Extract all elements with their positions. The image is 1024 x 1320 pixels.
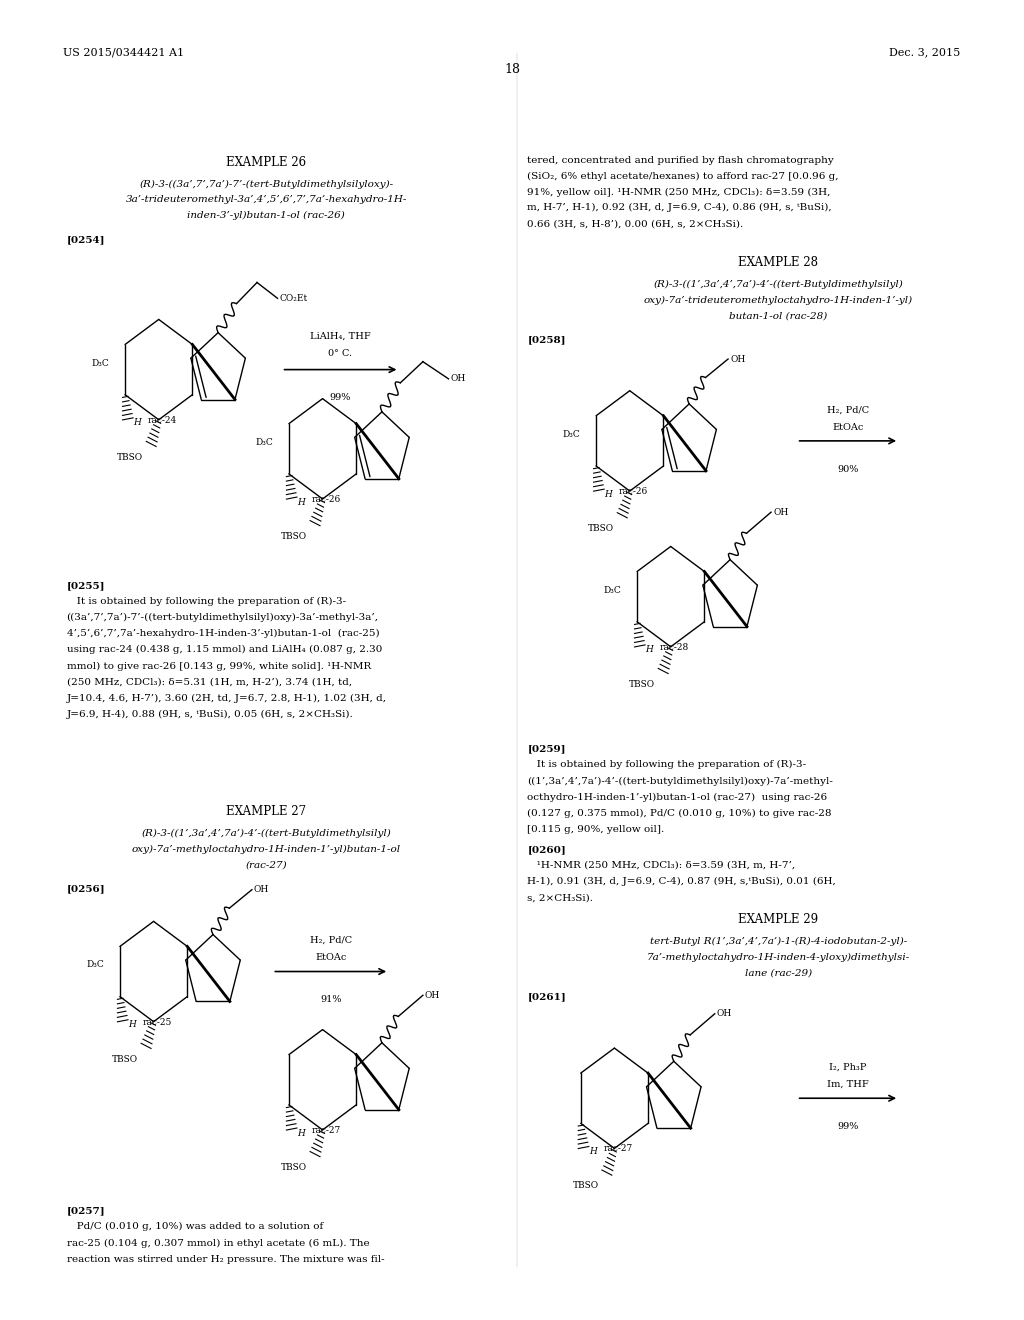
- Text: D₃C: D₃C: [604, 586, 622, 594]
- Text: (R)-3-((1’,3a’,4’,7a’)-4’-((tert-Butyldimethylsilyl): (R)-3-((1’,3a’,4’,7a’)-4’-((tert-Butyldi…: [653, 280, 903, 289]
- Text: H-1), 0.91 (3H, d, J=6.9, C-4), 0.87 (9H, s,ᵗBuSi), 0.01 (6H,: H-1), 0.91 (3H, d, J=6.9, C-4), 0.87 (9H…: [527, 876, 837, 886]
- Text: 3a’-trideuteromethyl-3a’,4’,5’,6’,7’,7a’-hexahydro-1H-: 3a’-trideuteromethyl-3a’,4’,5’,6’,7’,7a’…: [126, 195, 407, 205]
- Text: EXAMPLE 28: EXAMPLE 28: [738, 256, 818, 269]
- Text: m, H-7’, H-1), 0.92 (3H, d, J=6.9, C-4), 0.86 (9H, s, ᵗBuSi),: m, H-7’, H-1), 0.92 (3H, d, J=6.9, C-4),…: [527, 203, 831, 213]
- Text: rac-27: rac-27: [311, 1126, 341, 1135]
- Text: EtOAc: EtOAc: [833, 422, 863, 432]
- Text: It is obtained by following the preparation of (R)-3-: It is obtained by following the preparat…: [527, 760, 807, 770]
- Text: It is obtained by following the preparation of (R)-3-: It is obtained by following the preparat…: [67, 597, 346, 606]
- Text: [0258]: [0258]: [527, 335, 566, 345]
- Text: OH: OH: [451, 375, 466, 383]
- Text: D₃C: D₃C: [563, 430, 581, 438]
- Text: rac-28: rac-28: [659, 643, 689, 652]
- Text: D₃C: D₃C: [87, 961, 104, 969]
- Text: inden-3’-yl)butan-1-ol (rac-26): inden-3’-yl)butan-1-ol (rac-26): [187, 211, 345, 220]
- Text: TBSO: TBSO: [588, 524, 614, 533]
- Text: using rac-24 (0.438 g, 1.15 mmol) and LiAlH₄ (0.087 g, 2.30: using rac-24 (0.438 g, 1.15 mmol) and Li…: [67, 645, 382, 655]
- Text: H: H: [604, 490, 612, 499]
- Text: EXAMPLE 26: EXAMPLE 26: [226, 156, 306, 169]
- Text: (0.127 g, 0.375 mmol), Pd/C (0.010 g, 10%) to give rac-28: (0.127 g, 0.375 mmol), Pd/C (0.010 g, 10…: [527, 809, 831, 818]
- Text: (R)-3-((3a’,7’,7a’)-7’-(tert-Butyldimethylsilyloxy)-: (R)-3-((3a’,7’,7a’)-7’-(tert-Butyldimeth…: [139, 180, 393, 189]
- Text: tert-Butyl R(1’,3a’,4’,7a’)-1-(R)-4-iodobutan-2-yl)-: tert-Butyl R(1’,3a’,4’,7a’)-1-(R)-4-iodo…: [649, 937, 907, 946]
- Text: [0255]: [0255]: [67, 581, 105, 590]
- Text: rac-26: rac-26: [311, 495, 341, 504]
- Text: [0256]: [0256]: [67, 884, 105, 894]
- Text: Im, THF: Im, THF: [827, 1080, 868, 1089]
- Text: 91%: 91%: [321, 995, 341, 1005]
- Text: TBSO: TBSO: [572, 1181, 599, 1191]
- Text: LiAlH₄, THF: LiAlH₄, THF: [310, 331, 371, 341]
- Text: H: H: [645, 645, 653, 655]
- Text: H₂, Pd/C: H₂, Pd/C: [826, 405, 869, 414]
- Text: 7a’-methyloctahydro-1H-inden-4-yloxy)dimethylsi-: 7a’-methyloctahydro-1H-inden-4-yloxy)dim…: [646, 953, 910, 962]
- Text: (250 MHz, CDCl₃): δ=5.31 (1H, m, H-2’), 3.74 (1H, td,: (250 MHz, CDCl₃): δ=5.31 (1H, m, H-2’), …: [67, 678, 351, 686]
- Text: Dec. 3, 2015: Dec. 3, 2015: [889, 48, 961, 58]
- Text: rac-27: rac-27: [603, 1144, 633, 1154]
- Text: OH: OH: [730, 355, 745, 363]
- Text: H: H: [133, 418, 141, 428]
- Text: reaction was stirred under H₂ pressure. The mixture was fil-: reaction was stirred under H₂ pressure. …: [67, 1255, 384, 1263]
- Text: TBSO: TBSO: [117, 453, 143, 462]
- Text: (rac-27): (rac-27): [246, 861, 287, 870]
- Text: mmol) to give rac-26 [0.143 g, 99%, white solid]. ¹H-NMR: mmol) to give rac-26 [0.143 g, 99%, whit…: [67, 661, 371, 671]
- Text: EtOAc: EtOAc: [315, 953, 346, 962]
- Text: D₃C: D₃C: [92, 359, 110, 367]
- Text: H₂, Pd/C: H₂, Pd/C: [309, 936, 352, 945]
- Text: (SiO₂, 6% ethyl acetate/hexanes) to afford rac-27 [0.0.96 g,: (SiO₂, 6% ethyl acetate/hexanes) to affo…: [527, 172, 839, 181]
- Text: 0.66 (3H, s, H-8’), 0.00 (6H, s, 2×CH₃Si).: 0.66 (3H, s, H-8’), 0.00 (6H, s, 2×CH₃Si…: [527, 219, 743, 228]
- Text: butan-1-ol (rac-28): butan-1-ol (rac-28): [729, 312, 827, 321]
- Text: H: H: [297, 1129, 305, 1138]
- Text: 91%, yellow oil]. ¹H-NMR (250 MHz, CDCl₃): δ=3.59 (3H,: 91%, yellow oil]. ¹H-NMR (250 MHz, CDCl₃…: [527, 187, 830, 197]
- Text: [0.115 g, 90%, yellow oil].: [0.115 g, 90%, yellow oil].: [527, 825, 665, 834]
- Text: 0° C.: 0° C.: [329, 348, 352, 358]
- Text: EXAMPLE 27: EXAMPLE 27: [226, 805, 306, 818]
- Text: s, 2×CH₃Si).: s, 2×CH₃Si).: [527, 894, 593, 902]
- Text: D₃C: D₃C: [256, 438, 273, 446]
- Text: [0259]: [0259]: [527, 744, 566, 754]
- Text: ((3a’,7’,7a’)-7’-((tert-butyldimethylsilyl)oxy)-3a’-methyl-3a’,: ((3a’,7’,7a’)-7’-((tert-butyldimethylsil…: [67, 612, 379, 622]
- Text: I₂, Ph₃P: I₂, Ph₃P: [829, 1063, 866, 1072]
- Text: [0261]: [0261]: [527, 993, 566, 1002]
- Text: rac-24: rac-24: [147, 416, 177, 425]
- Text: TBSO: TBSO: [112, 1055, 138, 1064]
- Text: octhydro-1H-inden-1’-yl)butan-1-ol (rac-27)  using rac-26: octhydro-1H-inden-1’-yl)butan-1-ol (rac-…: [527, 793, 827, 803]
- Text: TBSO: TBSO: [629, 680, 655, 689]
- Text: TBSO: TBSO: [281, 1163, 307, 1172]
- Text: oxy)-7a’-methyloctahydro-1H-inden-1’-yl)butan-1-ol: oxy)-7a’-methyloctahydro-1H-inden-1’-yl)…: [132, 845, 400, 854]
- Text: J=10.4, 4.6, H-7’), 3.60 (2H, td, J=6.7, 2.8, H-1), 1.02 (3H, d,: J=10.4, 4.6, H-7’), 3.60 (2H, td, J=6.7,…: [67, 694, 387, 704]
- Text: 99%: 99%: [838, 1122, 858, 1131]
- Text: 4’,5’,6’,7’,7a’-hexahydro-1H-inden-3’-yl)butan-1-ol  (rac-25): 4’,5’,6’,7’,7a’-hexahydro-1H-inden-3’-yl…: [67, 630, 379, 639]
- Text: H: H: [589, 1147, 597, 1156]
- Text: US 2015/0344421 A1: US 2015/0344421 A1: [63, 48, 184, 58]
- Text: EXAMPLE 29: EXAMPLE 29: [738, 913, 818, 927]
- Text: ¹H-NMR (250 MHz, CDCl₃): δ=3.59 (3H, m, H-7’,: ¹H-NMR (250 MHz, CDCl₃): δ=3.59 (3H, m, …: [527, 861, 796, 870]
- Text: Pd/C (0.010 g, 10%) was added to a solution of: Pd/C (0.010 g, 10%) was added to a solut…: [67, 1222, 323, 1232]
- Text: rac-26: rac-26: [618, 487, 648, 496]
- Text: OH: OH: [425, 991, 440, 999]
- Text: (R)-3-((1’,3a’,4’,7a’)-4’-((tert-Butyldimethylsilyl): (R)-3-((1’,3a’,4’,7a’)-4’-((tert-Butyldi…: [141, 829, 391, 838]
- Text: tered, concentrated and purified by flash chromatography: tered, concentrated and purified by flas…: [527, 156, 835, 165]
- Text: ((1’,3a’,4’,7a’)-4’-((tert-butyldimethylsilyl)oxy)-7a’-methyl-: ((1’,3a’,4’,7a’)-4’-((tert-butyldimethyl…: [527, 776, 834, 785]
- Text: rac-25 (0.104 g, 0.307 mmol) in ethyl acetate (6 mL). The: rac-25 (0.104 g, 0.307 mmol) in ethyl ac…: [67, 1238, 370, 1247]
- Text: 18: 18: [504, 63, 520, 77]
- Text: 99%: 99%: [330, 393, 351, 403]
- Text: OH: OH: [773, 508, 788, 516]
- Text: 90%: 90%: [838, 465, 858, 474]
- Text: TBSO: TBSO: [281, 532, 307, 541]
- Text: [0260]: [0260]: [527, 845, 566, 854]
- Text: rac-25: rac-25: [142, 1018, 172, 1027]
- Text: J=6.9, H-4), 0.88 (9H, s, ᵗBuSi), 0.05 (6H, s, 2×CH₃Si).: J=6.9, H-4), 0.88 (9H, s, ᵗBuSi), 0.05 (…: [67, 710, 353, 719]
- Text: [0254]: [0254]: [67, 235, 105, 244]
- Text: OH: OH: [717, 1010, 732, 1018]
- Text: H: H: [128, 1020, 136, 1030]
- Text: [0257]: [0257]: [67, 1206, 105, 1216]
- Text: CO₂Et: CO₂Et: [280, 294, 308, 302]
- Text: OH: OH: [254, 886, 269, 894]
- Text: lane (rac-29): lane (rac-29): [744, 969, 812, 978]
- Text: H: H: [297, 498, 305, 507]
- Text: oxy)-7a’-trideuteromethyloctahydro-1H-inden-1’-yl): oxy)-7a’-trideuteromethyloctahydro-1H-in…: [644, 296, 912, 305]
